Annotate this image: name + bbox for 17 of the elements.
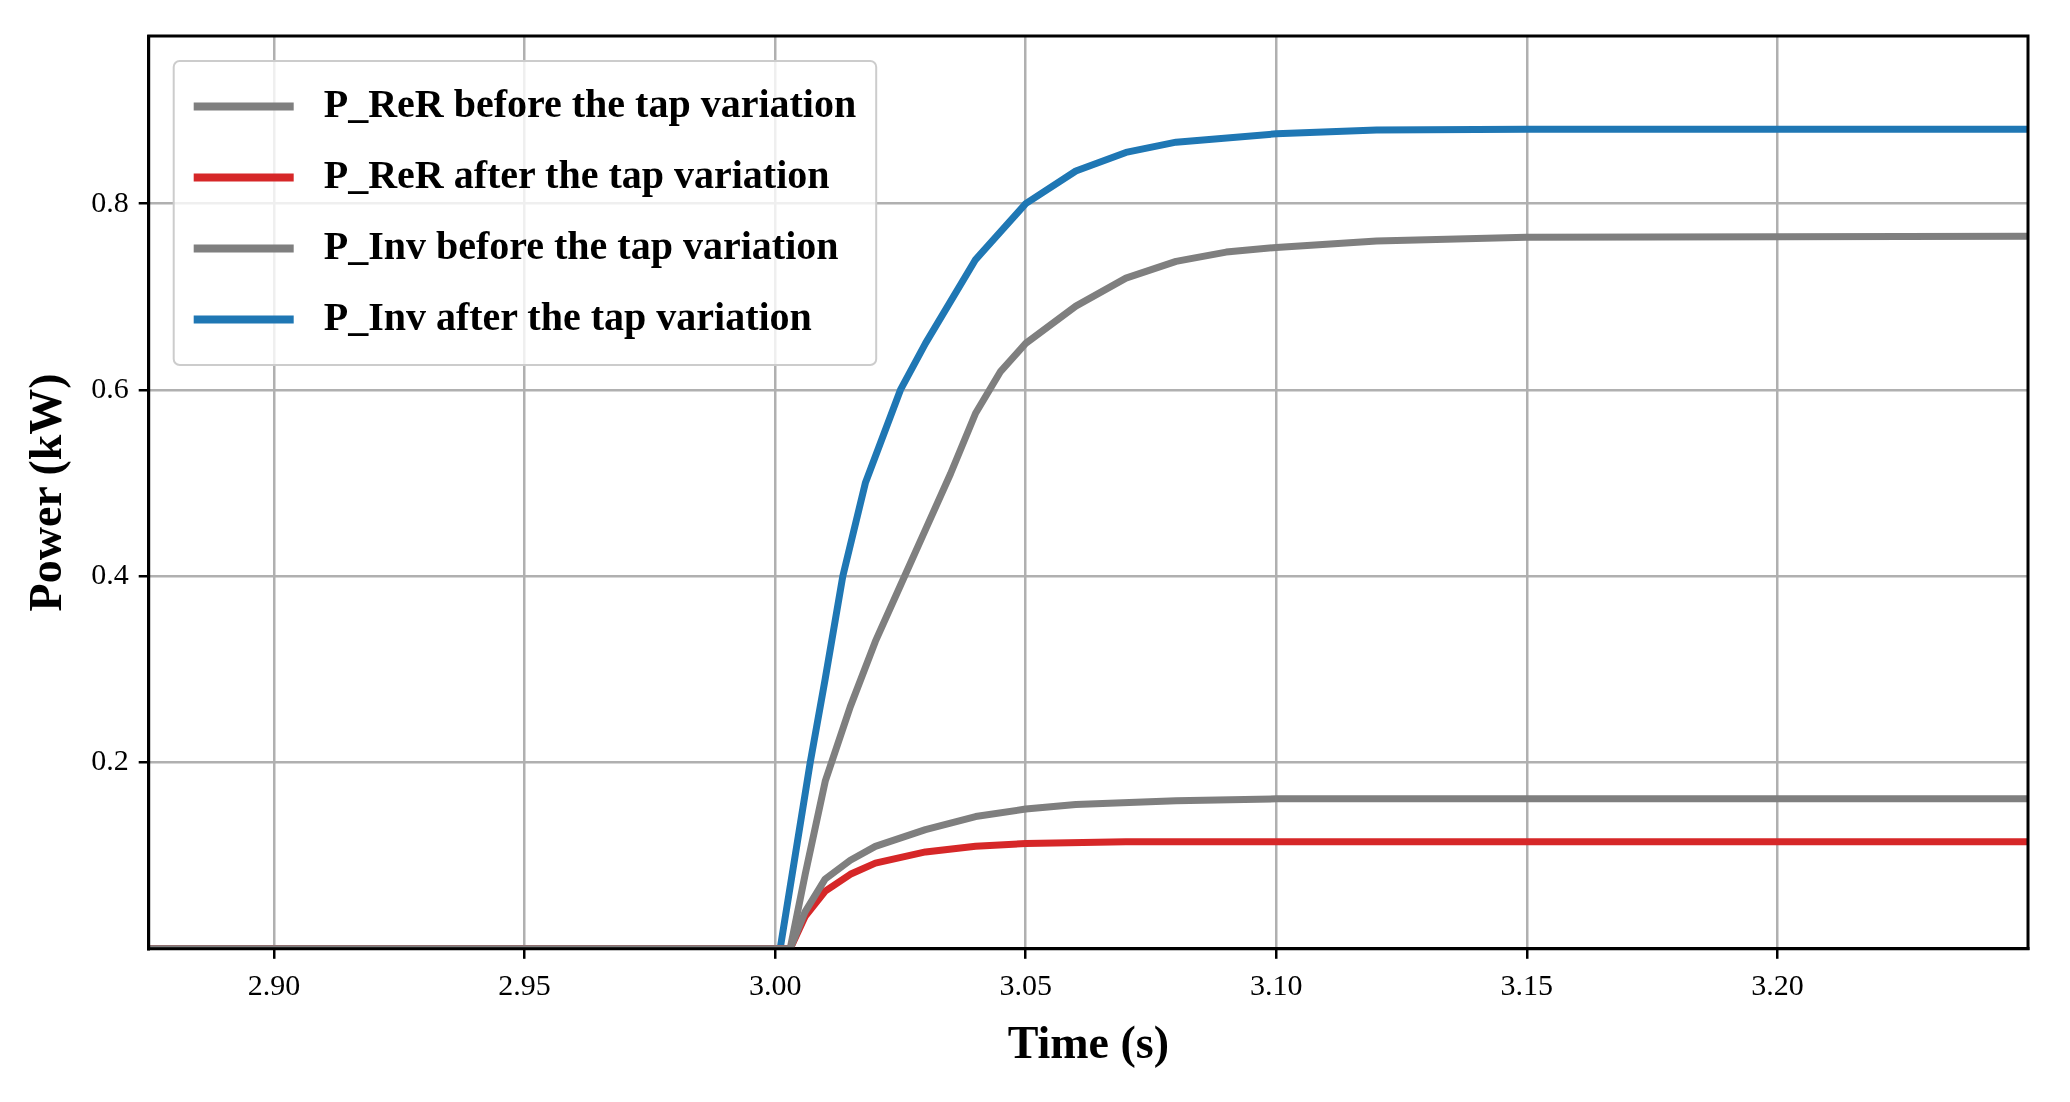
y-tick-label: 0.8 (91, 184, 129, 218)
legend-label: P_ReR after the tap variation (323, 151, 830, 197)
x-tick-label: 3.05 (999, 967, 1052, 1001)
x-tick-label: 2.95 (498, 967, 551, 1001)
y-tick-label: 0.4 (91, 557, 129, 591)
x-tick-label: 3.15 (1500, 967, 1554, 1001)
y-tick-label: 0.2 (91, 743, 129, 777)
y-axis-title: Power (kW) (20, 373, 72, 612)
x-tick-label: 3.20 (1751, 967, 1804, 1001)
x-tick-label: 3.10 (1250, 967, 1303, 1001)
x-tick-label: 3.00 (748, 967, 802, 1001)
legend-label: P_ReR before the tap variation (323, 80, 857, 126)
x-axis-title: Time (s) (1007, 1017, 1170, 1069)
x-tick-label: 2.90 (247, 967, 301, 1001)
legend-label: P_Inv after the tap variation (323, 293, 812, 339)
y-tick-label: 0.6 (91, 370, 129, 404)
legend-label: P_Inv before the tap variation (323, 222, 839, 268)
